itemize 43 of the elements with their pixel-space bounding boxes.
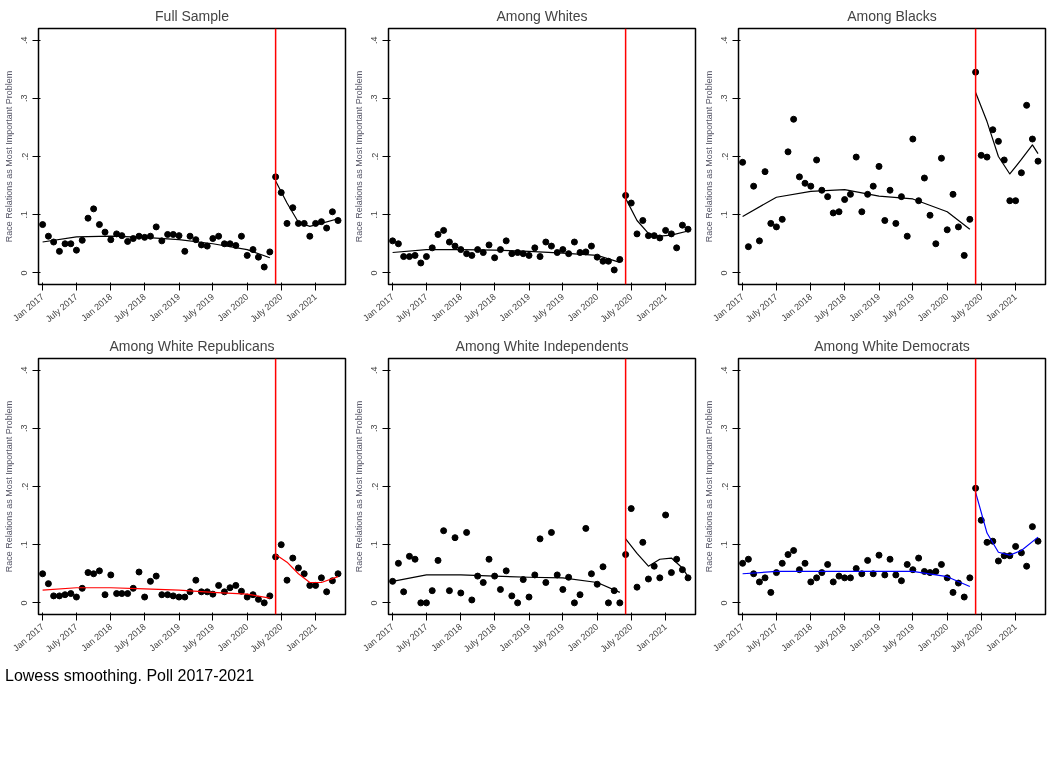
- y-axis-title: Race Relations as Most Important Problem: [3, 400, 14, 573]
- chart-title: Among Blacks: [847, 7, 937, 24]
- y-tick-label: 0: [719, 270, 730, 276]
- y-tick-label: .2: [719, 482, 730, 491]
- y-axis-title: Race Relations as Most Important Problem: [353, 400, 364, 573]
- y-axis-title: Race Relations as Most Important Problem: [3, 70, 14, 243]
- y-tick-label: .2: [19, 482, 30, 491]
- y-tick-label: .3: [719, 424, 730, 433]
- y-axis-title: Race Relations as Most Important Problem: [703, 70, 714, 243]
- y-tick-label: 0: [719, 600, 730, 606]
- chart-title: Among Whites: [496, 7, 588, 24]
- y-tick-label: .4: [19, 36, 30, 44]
- y-tick-label: .1: [19, 540, 30, 549]
- y-axis-title: Race Relations as Most Important Problem: [703, 400, 714, 573]
- chart-title: Among White Democrats: [814, 337, 970, 354]
- y-tick-label: .1: [719, 210, 730, 219]
- y-tick-label: .3: [369, 94, 380, 103]
- text: Lowess smoothing. Poll 2017-2021: [5, 666, 255, 686]
- y-tick-label: .1: [369, 210, 380, 219]
- y-tick-label: 0: [19, 600, 30, 606]
- y-tick-label: .4: [719, 366, 730, 374]
- y-tick-label: .1: [369, 540, 380, 549]
- chart-title: Among White Republicans: [109, 337, 275, 354]
- y-tick-label: .2: [719, 152, 730, 161]
- y-tick-label: .1: [719, 540, 730, 549]
- y-tick-label: .4: [369, 36, 380, 44]
- y-tick-label: 0: [369, 600, 380, 606]
- chart-title: Among White Independents: [455, 337, 629, 354]
- y-tick-label: .2: [369, 152, 380, 161]
- y-tick-label: .3: [369, 424, 380, 433]
- y-tick-label: .2: [19, 152, 30, 161]
- y-tick-label: .4: [719, 36, 730, 44]
- y-tick-label: .4: [369, 366, 380, 374]
- y-tick-label: .3: [19, 424, 30, 433]
- y-axis-title: Race Relations as Most Important Problem: [353, 70, 364, 243]
- y-tick-label: 0: [369, 270, 380, 276]
- y-tick-label: .3: [19, 94, 30, 103]
- y-tick-label: .3: [719, 94, 730, 103]
- chart-title: Full Sample: [155, 7, 230, 24]
- y-tick-label: 0: [19, 270, 30, 276]
- y-tick-label: .1: [19, 210, 30, 219]
- y-tick-label: .4: [19, 366, 30, 374]
- y-tick-label: .2: [369, 482, 380, 491]
